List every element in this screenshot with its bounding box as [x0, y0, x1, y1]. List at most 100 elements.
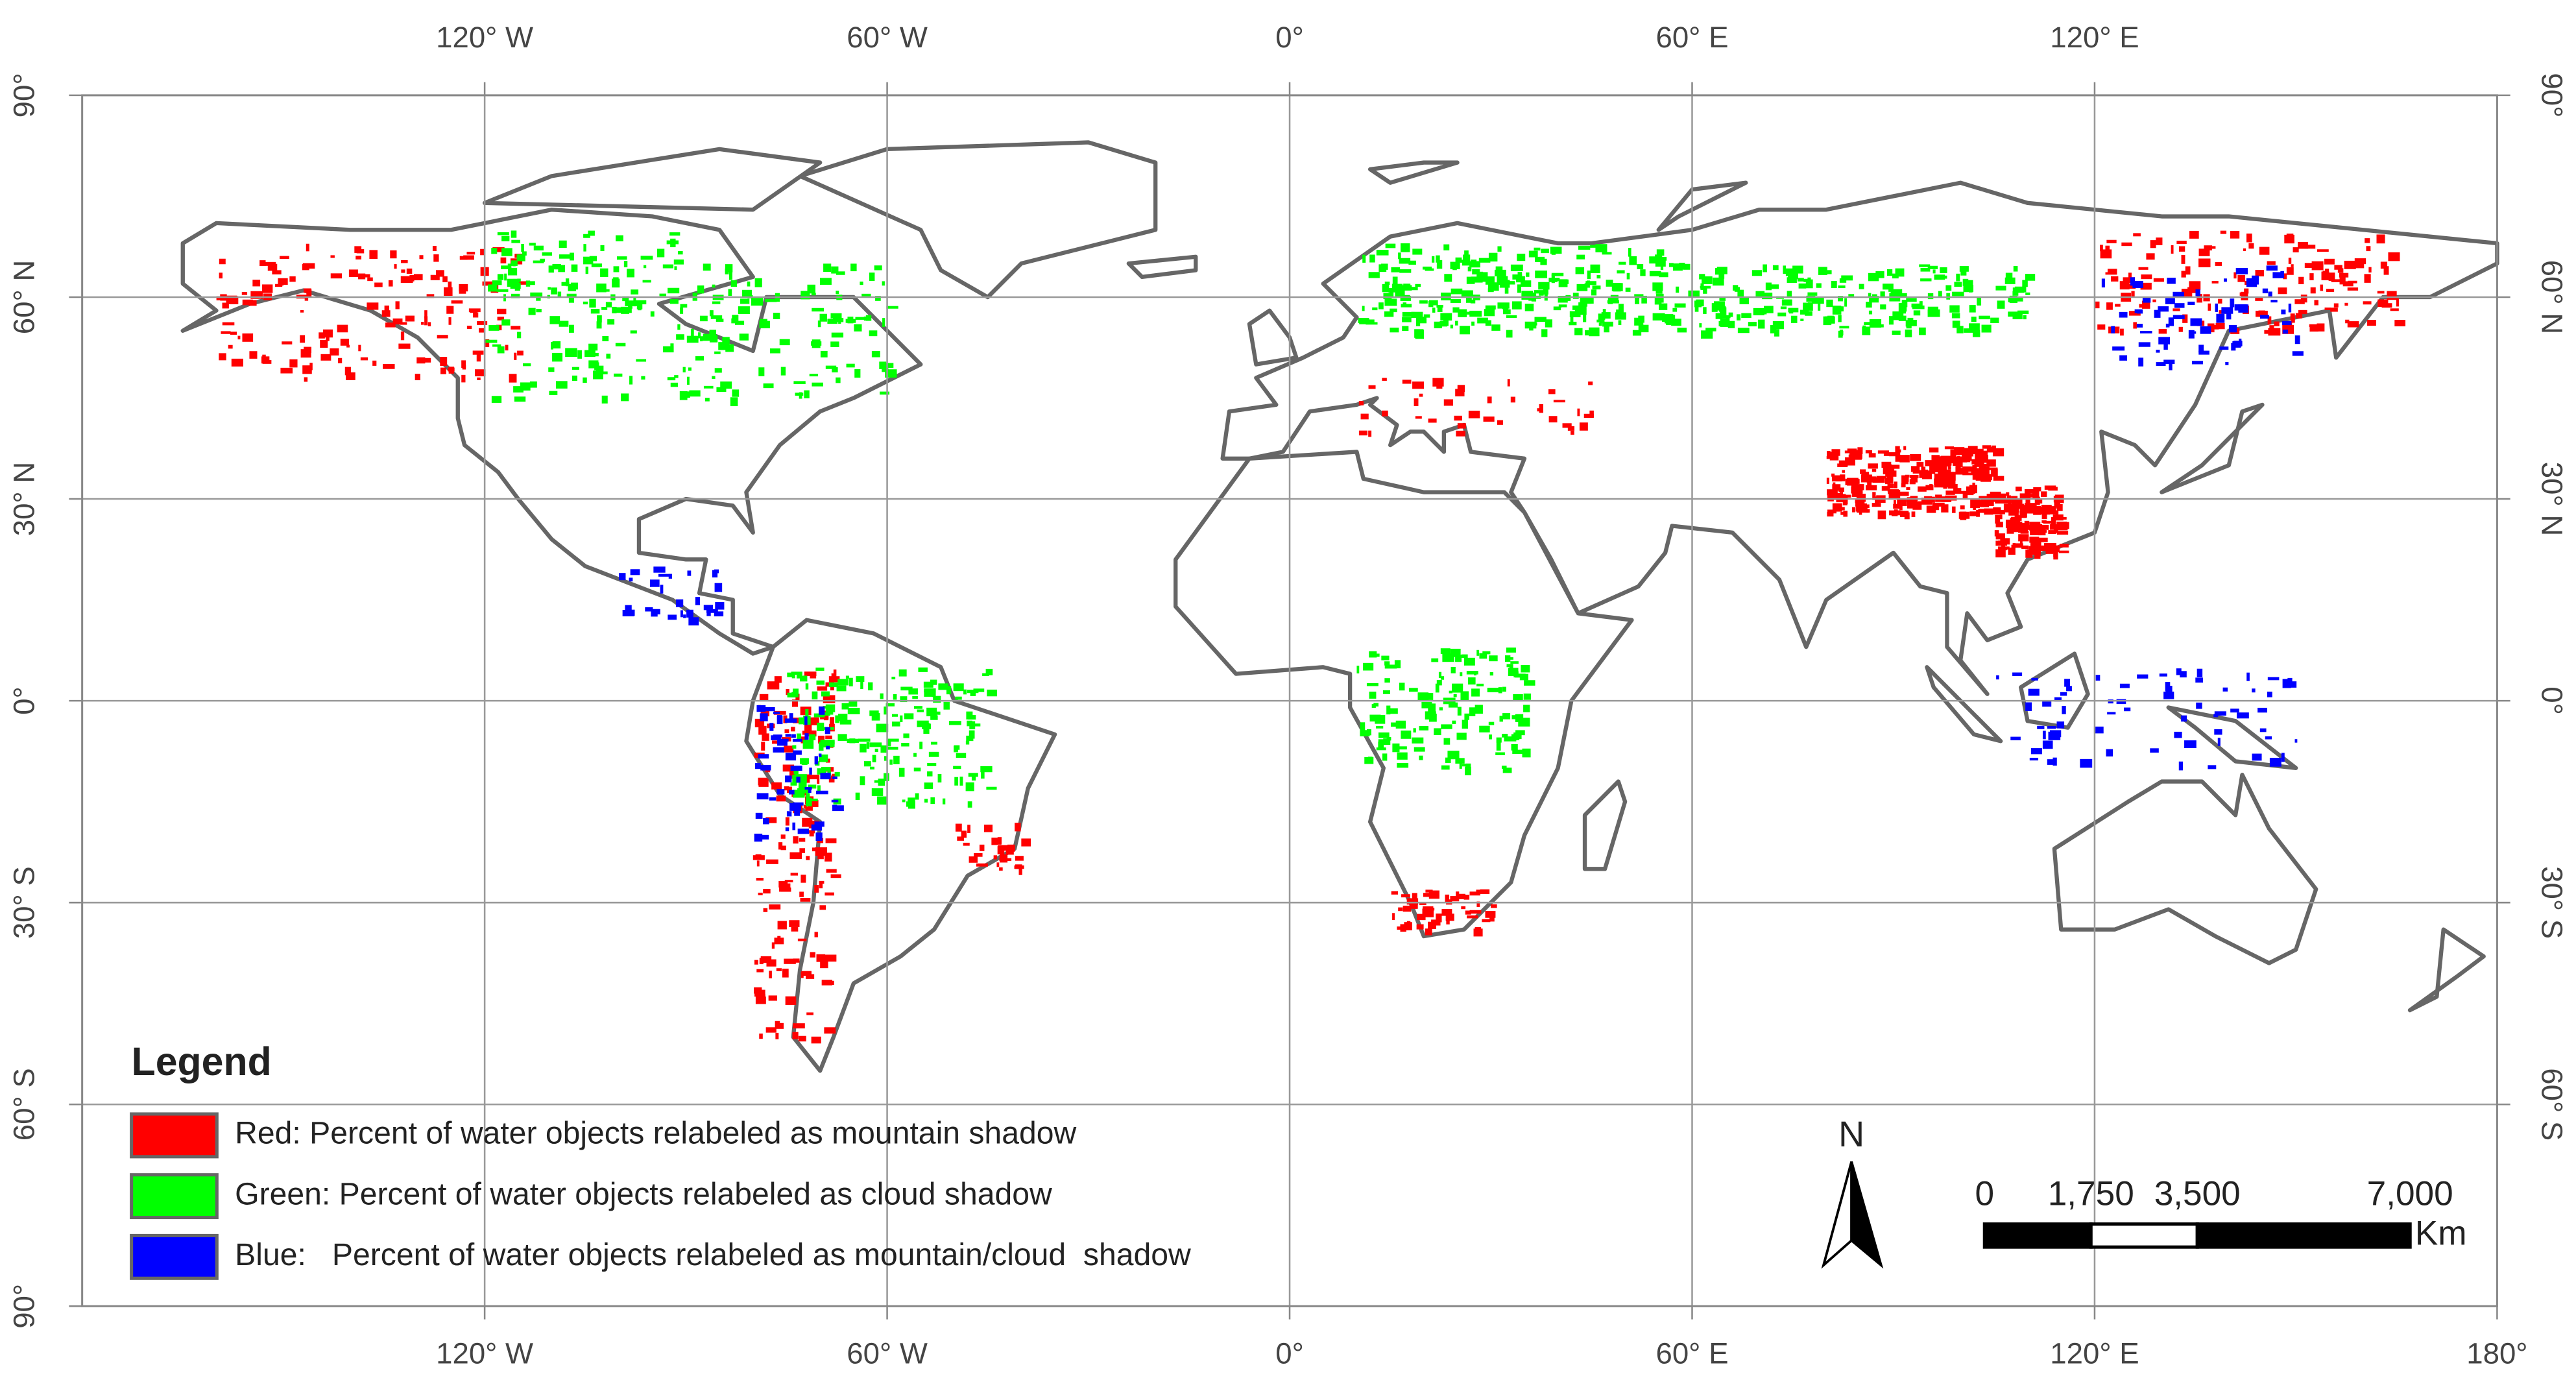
shadow-pixel: [2272, 272, 2284, 278]
shadow-pixel: [1470, 299, 1476, 304]
shadow-pixel: [861, 293, 871, 296]
shadow-pixel: [1677, 328, 1687, 333]
shadow-pixel: [834, 771, 840, 777]
shadow-pixel: [887, 740, 891, 747]
shadow-pixel: [814, 884, 819, 893]
shadow-pixel: [1371, 653, 1380, 657]
shadow-pixel: [1947, 483, 1958, 489]
shadow-pixel: [2195, 289, 2200, 296]
shadow-pixel: [1440, 676, 1445, 680]
shadow-pixel: [1930, 470, 1936, 474]
shadow-pixel: [818, 753, 822, 758]
shadow-pixel: [1674, 303, 1686, 308]
shadow-pixel: [2324, 308, 2331, 310]
shadow-pixel: [758, 892, 763, 895]
shadow-pixel: [2328, 272, 2335, 281]
shadow-pixel: [466, 325, 472, 329]
shadow-pixel: [917, 709, 924, 712]
shadow-pixel: [1435, 683, 1439, 693]
shadow-pixel: [2268, 291, 2272, 297]
shadow-pixel: [841, 703, 849, 710]
shadow-pixel: [2011, 499, 2023, 508]
shadow-pixel: [712, 284, 716, 288]
shadow-pixel: [596, 284, 607, 293]
north-arrow: [1821, 1161, 1884, 1269]
shadow-pixel: [1461, 654, 1468, 659]
shadow-pixel: [1414, 398, 1419, 406]
shadow-pixel: [1859, 511, 1862, 515]
shadow-pixel: [787, 692, 797, 697]
shadow-pixel: [275, 284, 283, 287]
shadow-pixel: [525, 280, 531, 287]
shadow-pixel: [677, 250, 683, 255]
shadow-pixel: [804, 716, 808, 725]
shadow-pixel: [860, 744, 867, 753]
shadow-pixel: [615, 343, 626, 346]
shadow-pixel: [1463, 657, 1475, 666]
shadow-pixel: [1396, 746, 1407, 750]
shadow-pixel: [867, 682, 873, 691]
shadow-pixel: [1389, 708, 1398, 714]
shadow-pixel: [1676, 286, 1679, 293]
shadow-pixel: [1637, 263, 1644, 269]
shadow-pixel: [1419, 755, 1423, 760]
shadow-pixel: [798, 1035, 806, 1042]
shadow-pixel: [1471, 276, 1483, 283]
shadow-pixel: [1483, 416, 1495, 422]
legend-swatch: [130, 1112, 219, 1159]
shadow-pixel: [346, 345, 350, 348]
shadow-pixel: [869, 330, 878, 337]
shadow-pixel: [948, 721, 961, 725]
shadow-pixel: [1487, 288, 1494, 293]
shadow-pixel: [1823, 270, 1832, 274]
shadow-pixel: [1652, 313, 1665, 321]
shadow-pixel: [2366, 246, 2371, 252]
shadow-pixel: [289, 359, 298, 368]
shadow-pixel: [1369, 715, 1379, 722]
shadow-pixel: [774, 676, 782, 683]
shadow-pixel: [815, 832, 823, 841]
shadow-pixel: [1574, 306, 1587, 315]
shadow-pixel: [967, 801, 972, 808]
shadow-pixel: [1780, 306, 1787, 309]
shadow-pixel: [710, 315, 723, 319]
shadow-pixel: [823, 263, 832, 272]
shadow-pixel: [221, 331, 231, 334]
shadow-pixel: [1880, 291, 1885, 298]
shadow-pixel: [1558, 295, 1568, 303]
shadow-pixel: [1807, 292, 1818, 296]
shadow-pixel: [2322, 271, 2328, 274]
shadow-pixel: [549, 391, 558, 395]
shadow-pixel: [1611, 283, 1623, 291]
shadow-pixel: [880, 693, 884, 699]
shadow-pixel: [1838, 315, 1842, 322]
shadow-pixel: [320, 354, 331, 361]
shadow-pixel: [1938, 291, 1942, 296]
shadow-pixel: [1389, 287, 1394, 297]
shadow-pixel: [405, 315, 415, 322]
shadow-pixel: [1428, 300, 1438, 306]
shadow-pixel: [472, 350, 484, 355]
shadow-pixel: [1995, 498, 2008, 504]
shadow-pixel: [1457, 707, 1462, 716]
shadow-pixel: [1655, 254, 1663, 260]
shadow-pixel: [777, 921, 787, 930]
shadow-pixel: [2270, 300, 2278, 303]
shadow-pixel: [1861, 504, 1870, 508]
shadow-pixel: [1841, 275, 1853, 281]
shadow-pixel: [2226, 313, 2232, 320]
shadow-pixel: [1571, 430, 1574, 435]
shadow-pixel: [2331, 279, 2344, 283]
shadow-pixel: [2119, 311, 2128, 318]
shadow-pixel: [1816, 283, 1822, 288]
shadow-pixel: [1400, 296, 1412, 302]
shadow-pixel: [497, 317, 504, 321]
shadow-pixel: [2013, 297, 2023, 302]
shadow-pixel: [755, 812, 763, 819]
shadow-pixel: [374, 282, 383, 287]
shadow-pixel: [1417, 692, 1429, 701]
scale-segment: [2089, 1222, 2199, 1249]
shadow-pixel: [1842, 470, 1846, 473]
shadow-pixel: [2269, 758, 2281, 767]
shadow-pixel: [570, 252, 574, 261]
